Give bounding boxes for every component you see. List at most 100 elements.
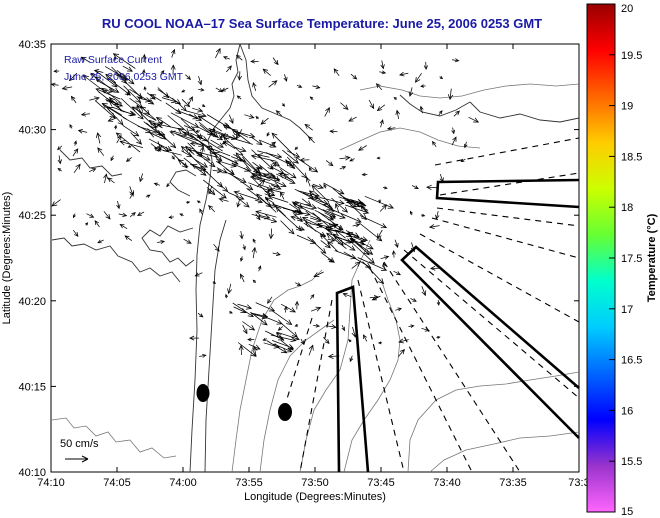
current-vector xyxy=(199,208,203,215)
current-vector xyxy=(57,168,62,172)
current-vector xyxy=(201,104,206,107)
current-vector xyxy=(97,147,105,156)
current-vector xyxy=(141,106,151,116)
depth-contour xyxy=(343,281,401,473)
current-vector xyxy=(157,141,162,151)
current-vector xyxy=(234,146,247,153)
chart-title: RU COOL NOAA–17 Sea Surface Temperature:… xyxy=(102,16,542,31)
current-vector xyxy=(266,317,283,325)
current-vectors xyxy=(50,47,480,363)
current-vector xyxy=(198,87,205,92)
current-vector xyxy=(313,323,321,328)
current-vector xyxy=(250,176,271,197)
current-vector xyxy=(310,217,322,223)
current-vector xyxy=(280,303,296,313)
current-vector xyxy=(272,251,281,257)
current-vector xyxy=(267,296,273,304)
current-vector xyxy=(217,182,229,193)
current-vector xyxy=(183,157,207,176)
buoy-marker xyxy=(278,403,292,421)
current-vector xyxy=(275,110,283,117)
current-vector xyxy=(408,324,415,328)
current-vector xyxy=(96,79,120,93)
current-vector xyxy=(198,121,217,137)
current-vector xyxy=(223,56,230,60)
coast-line xyxy=(51,237,181,283)
current-vector xyxy=(255,213,261,221)
current-vector xyxy=(61,85,73,91)
current-vector xyxy=(57,155,62,165)
current-vector xyxy=(116,134,122,144)
current-vector xyxy=(252,81,257,92)
current-vector xyxy=(352,223,361,228)
current-vector xyxy=(221,141,226,145)
current-vector xyxy=(285,160,295,169)
depth-contour xyxy=(359,83,580,99)
x-tick-label: 73:45 xyxy=(367,477,395,489)
current-vector xyxy=(428,224,440,229)
depth-contour xyxy=(299,239,371,473)
current-vector xyxy=(122,124,140,137)
current-vector xyxy=(181,99,191,108)
current-vector xyxy=(155,117,171,128)
current-vector xyxy=(398,348,405,357)
current-vector xyxy=(233,153,247,162)
current-vector xyxy=(72,148,79,157)
current-vector xyxy=(237,303,253,310)
coastline xyxy=(51,43,580,473)
current-vector xyxy=(199,146,205,157)
current-vector xyxy=(393,270,401,276)
x-tick-label: 73:50 xyxy=(301,477,329,489)
current-vector xyxy=(251,246,257,259)
current-vector xyxy=(235,129,243,140)
current-vector xyxy=(453,110,460,117)
current-vector xyxy=(380,255,390,260)
current-vector xyxy=(194,272,203,277)
current-vector xyxy=(345,199,355,204)
lane-boundary-dashed xyxy=(439,172,580,196)
current-vector xyxy=(297,190,321,198)
current-vector xyxy=(80,56,91,63)
current-vector xyxy=(348,116,357,122)
x-tick-label: 74:05 xyxy=(103,477,131,489)
current-vector xyxy=(86,213,95,218)
lane-boundary-dashed xyxy=(299,299,333,473)
current-vector xyxy=(137,125,166,136)
current-vector xyxy=(375,83,383,91)
current-vector xyxy=(195,129,201,133)
current-vector xyxy=(93,69,104,74)
current-vector xyxy=(188,96,193,105)
x-tick-label: 73:55 xyxy=(235,477,263,489)
current-vector xyxy=(95,88,121,100)
current-vector xyxy=(264,196,269,201)
current-vector xyxy=(72,213,76,219)
current-vector xyxy=(268,228,274,240)
current-vector xyxy=(160,69,165,76)
current-vector xyxy=(254,199,264,204)
current-vector xyxy=(148,119,158,128)
plot-area: Raw Surface Current June 25, 2006 0253 G… xyxy=(50,43,580,473)
current-vector xyxy=(339,166,347,170)
colorbar-label: Temperature (°C) xyxy=(646,213,658,302)
current-vector xyxy=(451,136,457,146)
current-vector xyxy=(114,124,118,130)
current-vector xyxy=(189,133,216,155)
current-vector xyxy=(439,76,444,80)
current-vector xyxy=(252,166,261,173)
current-vector xyxy=(109,97,122,111)
colorbar-tick-label: 17.5 xyxy=(621,253,642,265)
current-vector xyxy=(260,117,269,125)
current-vector xyxy=(296,234,317,244)
current-vector xyxy=(324,107,330,117)
current-vector xyxy=(89,168,97,173)
current-vector xyxy=(252,238,256,244)
x-tick-label: 74:00 xyxy=(169,477,197,489)
current-vector xyxy=(250,312,268,326)
current-vector xyxy=(196,200,201,204)
current-vector xyxy=(103,173,108,184)
current-vector xyxy=(256,179,266,188)
current-vector xyxy=(324,212,336,219)
current-vector xyxy=(349,355,354,363)
y-tick-label: 40:25 xyxy=(18,210,46,222)
current-vector xyxy=(281,103,286,107)
